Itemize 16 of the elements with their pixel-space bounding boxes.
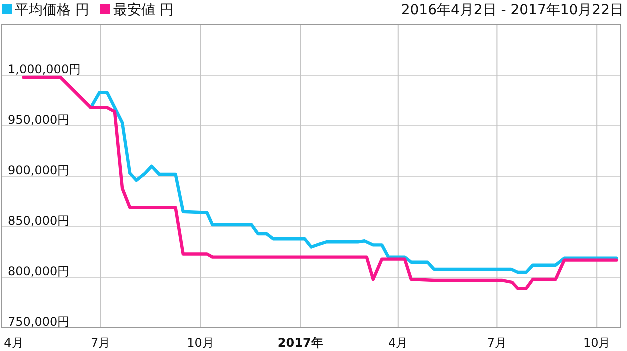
y-tick-label: 800,000円: [8, 264, 70, 278]
legend-label: 平均価格 円: [15, 2, 90, 18]
y-tick-label: 750,000円: [8, 315, 70, 329]
legend-label: 最安値 円: [113, 2, 174, 18]
x-tick-label: 4月: [388, 336, 408, 350]
y-tick-label: 950,000円: [8, 113, 70, 127]
x-tick-label: 7月: [91, 336, 111, 350]
y-tick-label: 900,000円: [8, 164, 70, 178]
y-tick-label: 1,000,000円: [8, 62, 82, 76]
chart-subtitle: 2016年4月2日 - 2017年10月22日: [401, 2, 624, 18]
x-tick-label: 10月: [187, 336, 214, 350]
x-tick-label: 2017年: [278, 336, 324, 350]
y-tick-label: 850,000円: [8, 214, 70, 228]
x-tick-label: 4月: [4, 336, 24, 350]
x-tick-label: 10月: [583, 336, 611, 350]
x-tick-label: 7月: [487, 336, 508, 350]
